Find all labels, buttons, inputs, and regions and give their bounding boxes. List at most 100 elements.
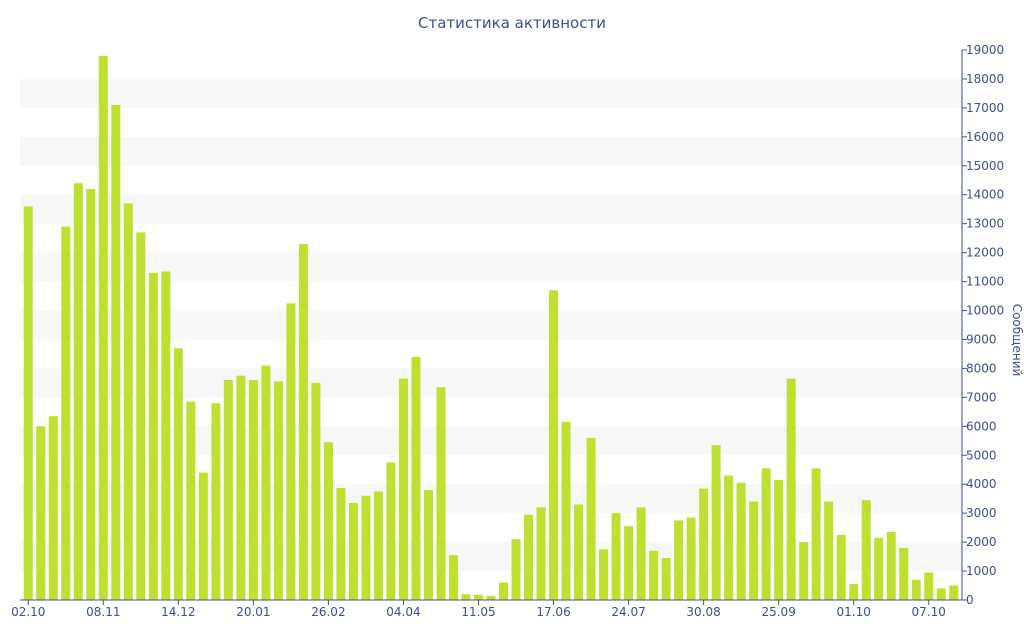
bar[interactable] <box>536 507 546 600</box>
bar[interactable] <box>211 403 221 600</box>
bar[interactable] <box>348 503 358 600</box>
bar[interactable] <box>586 437 596 600</box>
bar[interactable] <box>761 468 771 600</box>
bar[interactable] <box>786 378 796 600</box>
x-tick-label: 04.04 <box>386 605 420 619</box>
bar[interactable] <box>524 514 534 600</box>
bar[interactable] <box>298 243 308 600</box>
bar[interactable] <box>861 500 871 600</box>
bar[interactable] <box>223 380 233 600</box>
bar[interactable] <box>886 531 896 600</box>
bar[interactable] <box>423 490 433 600</box>
y-tick-label: 13000 <box>966 217 1004 231</box>
bar[interactable] <box>448 555 458 600</box>
bar[interactable] <box>836 534 846 600</box>
x-tick-label: 11.05 <box>461 605 495 619</box>
x-tick-label: 07.10 <box>912 605 946 619</box>
bar[interactable] <box>949 585 959 600</box>
y-tick-label: 11000 <box>966 275 1004 289</box>
bar[interactable] <box>924 572 934 601</box>
bar[interactable] <box>574 504 584 600</box>
bar[interactable] <box>461 594 471 600</box>
bar[interactable] <box>236 375 246 600</box>
bar[interactable] <box>599 549 609 600</box>
x-tick-label: 26.02 <box>311 605 345 619</box>
bar[interactable] <box>649 550 659 600</box>
y-tick-label: 7000 <box>966 390 997 404</box>
y-tick-label: 17000 <box>966 101 1004 115</box>
bar[interactable] <box>273 381 283 600</box>
bar[interactable] <box>323 442 333 600</box>
y-axis-title: Сообщений <box>1010 304 1024 377</box>
bar[interactable] <box>436 387 446 600</box>
bar[interactable] <box>824 501 834 600</box>
bar[interactable] <box>549 290 559 600</box>
bar[interactable] <box>936 588 946 600</box>
bar[interactable] <box>636 507 646 600</box>
bar[interactable] <box>699 488 709 600</box>
bar[interactable] <box>248 380 258 600</box>
bar[interactable] <box>111 105 121 600</box>
bar[interactable] <box>611 513 621 600</box>
bar[interactable] <box>61 226 71 600</box>
bar[interactable] <box>48 416 58 600</box>
y-tick-label: 19000 <box>966 43 1004 57</box>
bar[interactable] <box>386 462 396 601</box>
bar[interactable] <box>749 501 759 600</box>
bar[interactable] <box>911 579 921 600</box>
bar[interactable] <box>774 479 784 600</box>
bar[interactable] <box>736 482 746 600</box>
bar[interactable] <box>661 558 671 600</box>
x-tick-label: 20.01 <box>236 605 270 619</box>
bar[interactable] <box>486 595 496 600</box>
bar[interactable] <box>624 526 634 600</box>
chart-title: Статистика активности <box>418 14 606 32</box>
bar[interactable] <box>799 542 809 600</box>
bar[interactable] <box>161 271 171 600</box>
bar[interactable] <box>511 539 521 600</box>
bar[interactable] <box>686 517 696 601</box>
x-tick-label: 24.07 <box>611 605 645 619</box>
bar[interactable] <box>411 356 421 600</box>
bar[interactable] <box>674 520 684 600</box>
bar[interactable] <box>36 426 46 600</box>
background-band <box>20 194 962 224</box>
bar[interactable] <box>286 303 296 600</box>
background-band <box>20 252 962 282</box>
bar[interactable] <box>186 401 196 600</box>
bar[interactable] <box>86 188 96 600</box>
y-tick-label: 9000 <box>966 332 997 346</box>
bar[interactable] <box>398 378 408 600</box>
background-band <box>20 310 962 340</box>
bar[interactable] <box>373 491 383 600</box>
bar[interactable] <box>811 468 821 600</box>
bar[interactable] <box>561 421 571 600</box>
y-tick-label: 1000 <box>966 564 997 578</box>
y-tick-label: 0 <box>966 593 974 607</box>
bar[interactable] <box>261 365 271 600</box>
bar[interactable] <box>711 445 721 600</box>
x-tick-label: 02.10 <box>11 605 45 619</box>
background-band <box>20 368 962 398</box>
y-tick-label: 18000 <box>966 72 1004 86</box>
y-tick-label: 10000 <box>966 304 1004 318</box>
bar[interactable] <box>899 547 909 600</box>
bar[interactable] <box>849 584 859 600</box>
y-tick-label: 15000 <box>966 159 1004 173</box>
bar[interactable] <box>198 472 208 600</box>
bar[interactable] <box>173 348 183 600</box>
bar[interactable] <box>473 594 483 600</box>
bar[interactable] <box>361 495 371 600</box>
bar[interactable] <box>874 537 884 600</box>
bar[interactable] <box>148 272 158 600</box>
bar[interactable] <box>136 232 146 601</box>
bar[interactable] <box>311 382 321 600</box>
y-tick-label: 14000 <box>966 188 1004 202</box>
bar[interactable] <box>724 475 734 600</box>
bar[interactable] <box>98 55 108 600</box>
bar[interactable] <box>23 206 33 600</box>
bar[interactable] <box>73 183 83 600</box>
bar[interactable] <box>336 487 346 600</box>
bar[interactable] <box>499 582 509 600</box>
bar[interactable] <box>123 203 133 600</box>
